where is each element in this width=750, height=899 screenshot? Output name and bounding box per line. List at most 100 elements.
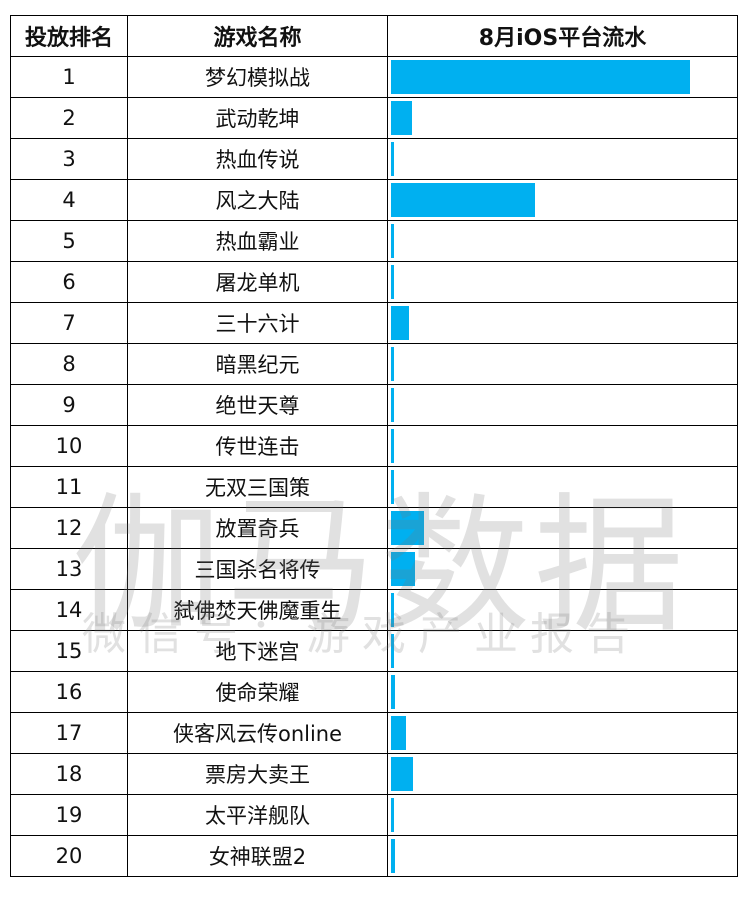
game-name-label: 屠龙单机 (127, 261, 388, 303)
rank-label: 12 (10, 507, 128, 549)
rank-label: 5 (10, 220, 128, 262)
rank-label: 15 (10, 630, 128, 672)
table-row: 18 票房大卖王 (10, 753, 738, 795)
revenue-bar-cell (387, 261, 738, 303)
table-row: 7 三十六计 (10, 302, 738, 344)
game-name-label: 热血霸业 (127, 220, 388, 262)
header-rank: 投放排名 (10, 15, 128, 57)
revenue-bar-cell (387, 302, 738, 344)
table-body: 1 梦幻模拟战 2 武动乾坤 3 热血传说 4 风之大陆 5 热血霸业 6 屠龙单机 7 三十六计 8 暗黑纪… (10, 56, 738, 877)
rank-label: 7 (10, 302, 128, 344)
table-header-row: 投放排名 游戏名称 8月iOS平台流水 (10, 15, 738, 57)
revenue-bar-cell (387, 384, 738, 426)
rank-label: 11 (10, 466, 128, 508)
revenue-bar-cell (387, 835, 738, 877)
rank-label: 18 (10, 753, 128, 795)
revenue-bar-cell (387, 97, 738, 139)
revenue-bar-cell (387, 630, 738, 672)
rank-label: 20 (10, 835, 128, 877)
game-name-label: 弑佛焚天佛魔重生 (127, 589, 388, 631)
table-row: 17 侠客风云传online (10, 712, 738, 754)
revenue-bar (391, 716, 406, 750)
table-row: 14 弑佛焚天佛魔重生 (10, 589, 738, 631)
table-row: 8 暗黑纪元 (10, 343, 738, 385)
table-row: 3 热血传说 (10, 138, 738, 180)
revenue-bar (391, 224, 394, 258)
rank-label: 13 (10, 548, 128, 590)
revenue-bar-cell (387, 220, 738, 262)
game-name-label: 暗黑纪元 (127, 343, 388, 385)
rank-label: 14 (10, 589, 128, 631)
rank-label: 2 (10, 97, 128, 139)
game-name-label: 梦幻模拟战 (127, 56, 388, 98)
rank-label: 19 (10, 794, 128, 836)
table-row: 9 绝世天尊 (10, 384, 738, 426)
game-name-label: 传世连击 (127, 425, 388, 467)
game-name-label: 绝世天尊 (127, 384, 388, 426)
game-name-label: 三十六计 (127, 302, 388, 344)
game-name-label: 票房大卖王 (127, 753, 388, 795)
revenue-bar (391, 388, 394, 422)
table-row: 1 梦幻模拟战 (10, 56, 738, 98)
rank-label: 17 (10, 712, 128, 754)
game-name-label: 无双三国策 (127, 466, 388, 508)
revenue-bar (391, 593, 394, 627)
revenue-bar-cell (387, 794, 738, 836)
game-name-label: 放置奇兵 (127, 507, 388, 549)
rank-label: 16 (10, 671, 128, 713)
revenue-bar (391, 839, 395, 873)
game-name-label: 武动乾坤 (127, 97, 388, 139)
rank-label: 3 (10, 138, 128, 180)
game-name-label: 侠客风云传online (127, 712, 388, 754)
revenue-bar (391, 798, 394, 832)
game-name-label: 三国杀名将传 (127, 548, 388, 590)
revenue-bar (391, 675, 395, 709)
revenue-bar (391, 634, 394, 668)
revenue-bar (391, 552, 415, 586)
revenue-bar (391, 183, 535, 217)
game-name-label: 女神联盟2 (127, 835, 388, 877)
game-name-label: 风之大陆 (127, 179, 388, 221)
table-row: 4 风之大陆 (10, 179, 738, 221)
table-row: 20 女神联盟2 (10, 835, 738, 877)
rank-label: 10 (10, 425, 128, 467)
revenue-bar (391, 60, 690, 94)
revenue-bar-cell (387, 671, 738, 713)
rank-label: 8 (10, 343, 128, 385)
rank-label: 9 (10, 384, 128, 426)
revenue-bar-cell (387, 138, 738, 180)
revenue-bar-cell (387, 343, 738, 385)
revenue-bar (391, 142, 394, 176)
table-row: 15 地下迷宫 (10, 630, 738, 672)
revenue-bar (391, 265, 394, 299)
revenue-bar-cell (387, 425, 738, 467)
revenue-bar (391, 347, 394, 381)
revenue-bar (391, 306, 409, 340)
ranking-table: 投放排名 游戏名称 8月iOS平台流水 1 梦幻模拟战 2 武动乾坤 3 热血传说 4 风之大… (10, 15, 738, 877)
table-row: 19 太平洋舰队 (10, 794, 738, 836)
revenue-bar-cell (387, 589, 738, 631)
table-row: 13 三国杀名将传 (10, 548, 738, 590)
revenue-bar-cell (387, 56, 738, 98)
revenue-bar-cell (387, 179, 738, 221)
revenue-bar (391, 757, 413, 791)
table-row: 5 热血霸业 (10, 220, 738, 262)
revenue-bar (391, 511, 424, 545)
table-row: 6 屠龙单机 (10, 261, 738, 303)
table-row: 2 武动乾坤 (10, 97, 738, 139)
game-name-label: 热血传说 (127, 138, 388, 180)
rank-label: 1 (10, 56, 128, 98)
revenue-bar-cell (387, 507, 738, 549)
revenue-bar (391, 101, 412, 135)
table-row: 10 传世连击 (10, 425, 738, 467)
ranking-table-frame: 投放排名 游戏名称 8月iOS平台流水 1 梦幻模拟战 2 武动乾坤 3 热血传说 4 风之大… (10, 15, 738, 879)
table-row: 12 放置奇兵 (10, 507, 738, 549)
revenue-bar (391, 470, 394, 504)
revenue-bar-cell (387, 466, 738, 508)
revenue-bar-cell (387, 712, 738, 754)
game-name-label: 地下迷宫 (127, 630, 388, 672)
game-name-label: 使命荣耀 (127, 671, 388, 713)
table-row: 11 无双三国策 (10, 466, 738, 508)
game-name-label: 太平洋舰队 (127, 794, 388, 836)
header-ios-revenue: 8月iOS平台流水 (387, 15, 738, 57)
